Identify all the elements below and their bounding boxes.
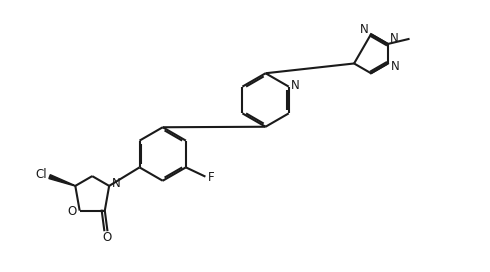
Text: N: N <box>291 79 300 92</box>
Polygon shape <box>49 175 75 186</box>
Text: O: O <box>102 231 111 244</box>
Text: N: N <box>360 23 368 36</box>
Text: N: N <box>112 177 121 190</box>
Text: O: O <box>68 205 77 218</box>
Text: N: N <box>390 32 398 45</box>
Text: N: N <box>391 60 399 73</box>
Text: Cl: Cl <box>36 168 47 181</box>
Text: F: F <box>208 171 215 184</box>
